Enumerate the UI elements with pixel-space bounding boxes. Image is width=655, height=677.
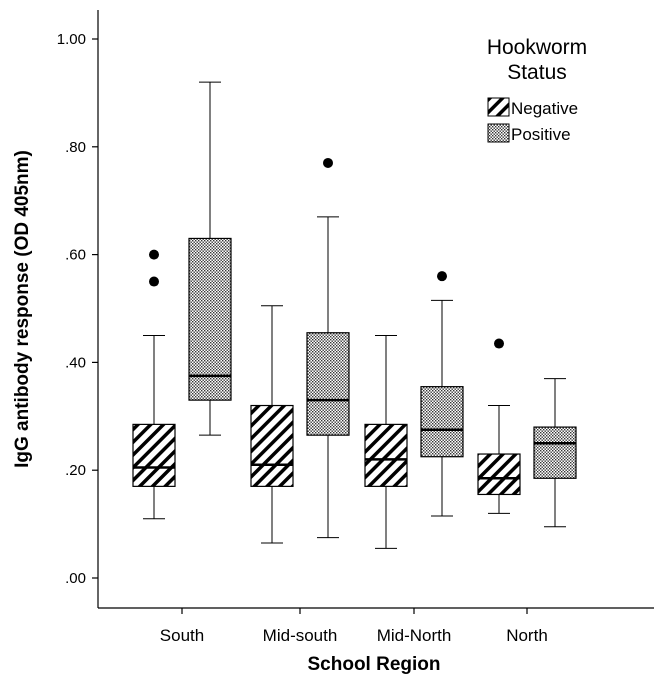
x-category-label: Mid-south	[263, 626, 338, 645]
box-positive-north	[533, 378, 577, 528]
legend-swatch-positive	[487, 123, 510, 143]
y-tick-label: 1.00	[57, 31, 86, 48]
box-positive-south	[188, 81, 232, 436]
legend-title-line-2: Status	[507, 61, 567, 84]
x-category-label: Mid-North	[377, 626, 452, 645]
box-negative-north	[477, 338, 521, 514]
x-categories: South Mid-south Mid-North North	[160, 608, 548, 645]
box-positive-mid-north	[420, 271, 464, 517]
legend-label-positive: Positive	[511, 125, 571, 144]
y-tick-label: .40	[65, 354, 86, 371]
box-iqr	[533, 426, 577, 479]
x-category-label: North	[506, 626, 548, 645]
legend-swatch-negative	[487, 97, 510, 117]
box-iqr	[420, 386, 464, 458]
box-iqr	[306, 332, 350, 436]
box-negative-mid-south	[250, 305, 294, 544]
outlier-point	[437, 271, 447, 282]
outlier-point	[323, 157, 333, 168]
y-tick-label: .80	[65, 139, 86, 156]
y-tick-label: .20	[65, 462, 86, 479]
box-negative-south	[132, 249, 176, 520]
box-iqr	[188, 237, 232, 401]
box-iqr	[477, 453, 521, 496]
box-iqr	[250, 404, 294, 487]
y-ticks: .00 .20 .40 .60 .80 1.00	[57, 31, 98, 587]
legend: Hookworm Status Negative Positive	[487, 36, 587, 144]
box-iqr	[364, 423, 408, 487]
box-positive-mid-south	[306, 157, 350, 539]
y-tick-label: .00	[65, 570, 86, 587]
outlier-point	[149, 276, 159, 287]
box-iqr	[132, 423, 176, 487]
axes	[97, 10, 654, 609]
legend-title-line-1: Hookworm	[487, 36, 587, 59]
boxes	[132, 81, 577, 549]
y-tick-label: .60	[65, 247, 86, 264]
x-category-label: South	[160, 626, 204, 645]
legend-label-negative: Negative	[511, 99, 578, 118]
box-negative-mid-north	[364, 334, 408, 549]
outlier-point	[149, 249, 159, 260]
outlier-point	[494, 338, 504, 349]
x-axis-title: School Region	[308, 654, 441, 675]
y-axis-title: IgG antibody response (OD 405nm)	[12, 150, 33, 468]
